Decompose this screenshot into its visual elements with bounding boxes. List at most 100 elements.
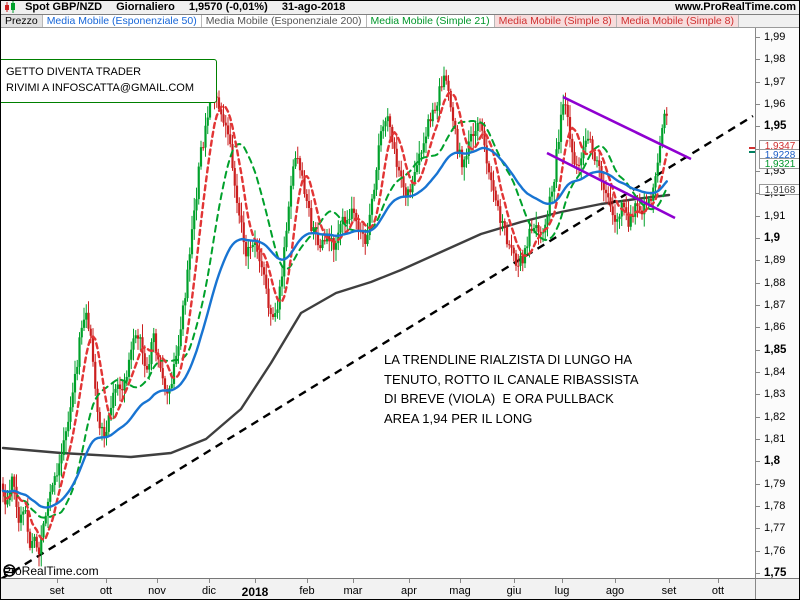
price-tick <box>756 438 760 440</box>
price-axis-label: 1,83 <box>764 388 786 401</box>
month-label: ott <box>99 585 113 597</box>
price-tick <box>756 528 760 530</box>
price-axis-label: 1,97 <box>764 75 786 88</box>
month-label: feb <box>299 585 315 597</box>
time-tick <box>353 579 354 583</box>
price-axis-label: 1,78 <box>764 499 786 512</box>
price-axis-label: 1,9 <box>764 231 780 244</box>
price-axis[interactable]: 1,991,981,971,961,951,941,931,921,911,91… <box>749 28 799 579</box>
price-tick <box>756 461 760 463</box>
price-tag-mark <box>749 151 755 153</box>
candlestick-icon <box>3 1 19 13</box>
month-label: ago <box>605 585 625 597</box>
price-tick <box>756 572 760 574</box>
price-tick <box>756 282 760 284</box>
time-tick <box>615 579 616 583</box>
price-tick <box>756 215 760 217</box>
price-axis-label: 1,79 <box>764 477 786 490</box>
time-tick <box>106 579 107 583</box>
time-tick <box>562 579 563 583</box>
price-tick <box>756 327 760 329</box>
sma8-line <box>1 91 668 542</box>
price-tag-mark <box>749 147 755 149</box>
price-tick <box>756 394 760 396</box>
price-tick <box>756 37 760 38</box>
month-label: dic <box>201 585 217 597</box>
price-tick <box>756 483 760 485</box>
price-tick <box>756 371 760 373</box>
month-label: set <box>661 585 677 597</box>
candlestick-series <box>1 66 668 567</box>
annotation-text[interactable]: LA TRENDLINE RIALZISTA DI LUNGO HA TENUTO… <box>384 352 639 426</box>
note-line: RIVIMI A INFOSCATTA@GMAIL.COM <box>6 82 194 94</box>
price-axis-label: 1,89 <box>764 254 786 267</box>
price-axis-label: 1,81 <box>764 432 786 445</box>
price-axis-label: 1,82 <box>764 410 786 423</box>
month-label: ott <box>711 585 725 597</box>
price-tag: 1,9321 <box>759 158 799 170</box>
time-tick <box>209 579 210 583</box>
time-tick <box>718 579 719 583</box>
price-axis-label: 1,8 <box>764 455 780 468</box>
indicator-tab[interactable]: Media Mobile (Simple 8) <box>616 15 740 27</box>
month-label: mag <box>449 585 471 597</box>
price-axis-label: 1,98 <box>764 53 786 66</box>
price-axis-label: 1,99 <box>764 31 786 43</box>
price-axis-label: 1,91 <box>764 209 786 222</box>
price-axis-label: 1,88 <box>764 276 786 289</box>
price-axis-label: 1,96 <box>764 97 786 110</box>
price-tick <box>756 550 760 552</box>
price-axis-label: 1,95 <box>764 120 787 133</box>
prorealtime-watermark: ProRealTime.com <box>3 564 99 578</box>
time-tick <box>307 579 308 583</box>
price-tick <box>756 237 760 239</box>
indicator-tab[interactable]: Media Mobile (Simple 21) <box>366 15 495 27</box>
time-tick <box>255 579 256 583</box>
price-axis-label: 1,84 <box>764 365 786 378</box>
chart-plot-area[interactable]: GETTO DIVENTA TRADER RIVIMI A INFOSCATTA… <box>1 28 755 578</box>
price-tag: 1,9168 <box>759 184 799 196</box>
time-tick <box>460 579 461 583</box>
channel-upper-line[interactable] <box>562 95 692 161</box>
channel-lower-line[interactable] <box>546 151 676 220</box>
month-label: apr <box>401 585 417 597</box>
price-tick <box>756 103 760 105</box>
sma21-line <box>2 119 668 519</box>
title-bar: Spot GBP/NZD Giornaliero 1,9570 (-0,01%)… <box>1 1 799 15</box>
indicator-bar: Prezzo Media Mobile (Esponenziale 50) Medi… <box>1 15 799 28</box>
prorealtime-logo-icon <box>3 564 16 577</box>
time-tick <box>409 579 410 583</box>
month-label: nov <box>148 585 166 597</box>
time-tick <box>669 579 670 583</box>
price-tick <box>756 170 760 172</box>
date-label: 31-ago-2018 <box>281 1 346 13</box>
indicator-tab[interactable]: Media Mobile (Esponenziale 50) <box>42 15 202 27</box>
symbol-label: Spot GBP/NZD <box>25 1 103 13</box>
price-axis-label: 1,87 <box>764 298 786 311</box>
price-axis-label: 1,77 <box>764 522 786 535</box>
ema50-line <box>1 146 668 509</box>
price-tick <box>756 59 760 61</box>
time-axis[interactable]: set ott nov dic 2018 feb mar apr mag giu lug ago set… <box>1 578 755 599</box>
time-tick <box>57 579 58 583</box>
price-tick <box>756 349 760 351</box>
candlestick-chart[interactable] <box>1 28 755 578</box>
price-tick <box>756 416 760 418</box>
indicator-tab[interactable]: Media Mobile (Simple 8) <box>494 15 617 27</box>
month-label: set <box>49 585 65 597</box>
month-label: lug <box>554 585 570 597</box>
indicator-tab[interactable]: Media Mobile (Esponenziale 200) <box>201 15 367 27</box>
price-tick <box>756 126 760 128</box>
price-tick <box>756 148 760 150</box>
price-tick <box>756 304 760 306</box>
price-axis-label: 1,86 <box>764 321 786 334</box>
month-label: mar <box>343 585 363 597</box>
month-label: 2018 <box>241 585 269 599</box>
axis-corner <box>755 578 799 599</box>
price-tick <box>756 81 760 83</box>
note-box[interactable]: GETTO DIVENTA TRADER RIVIMI A INFOSCATTA… <box>1 59 217 103</box>
indicator-tab[interactable]: Prezzo <box>1 15 43 27</box>
month-label: giu <box>506 585 522 597</box>
price-tick <box>756 193 760 195</box>
